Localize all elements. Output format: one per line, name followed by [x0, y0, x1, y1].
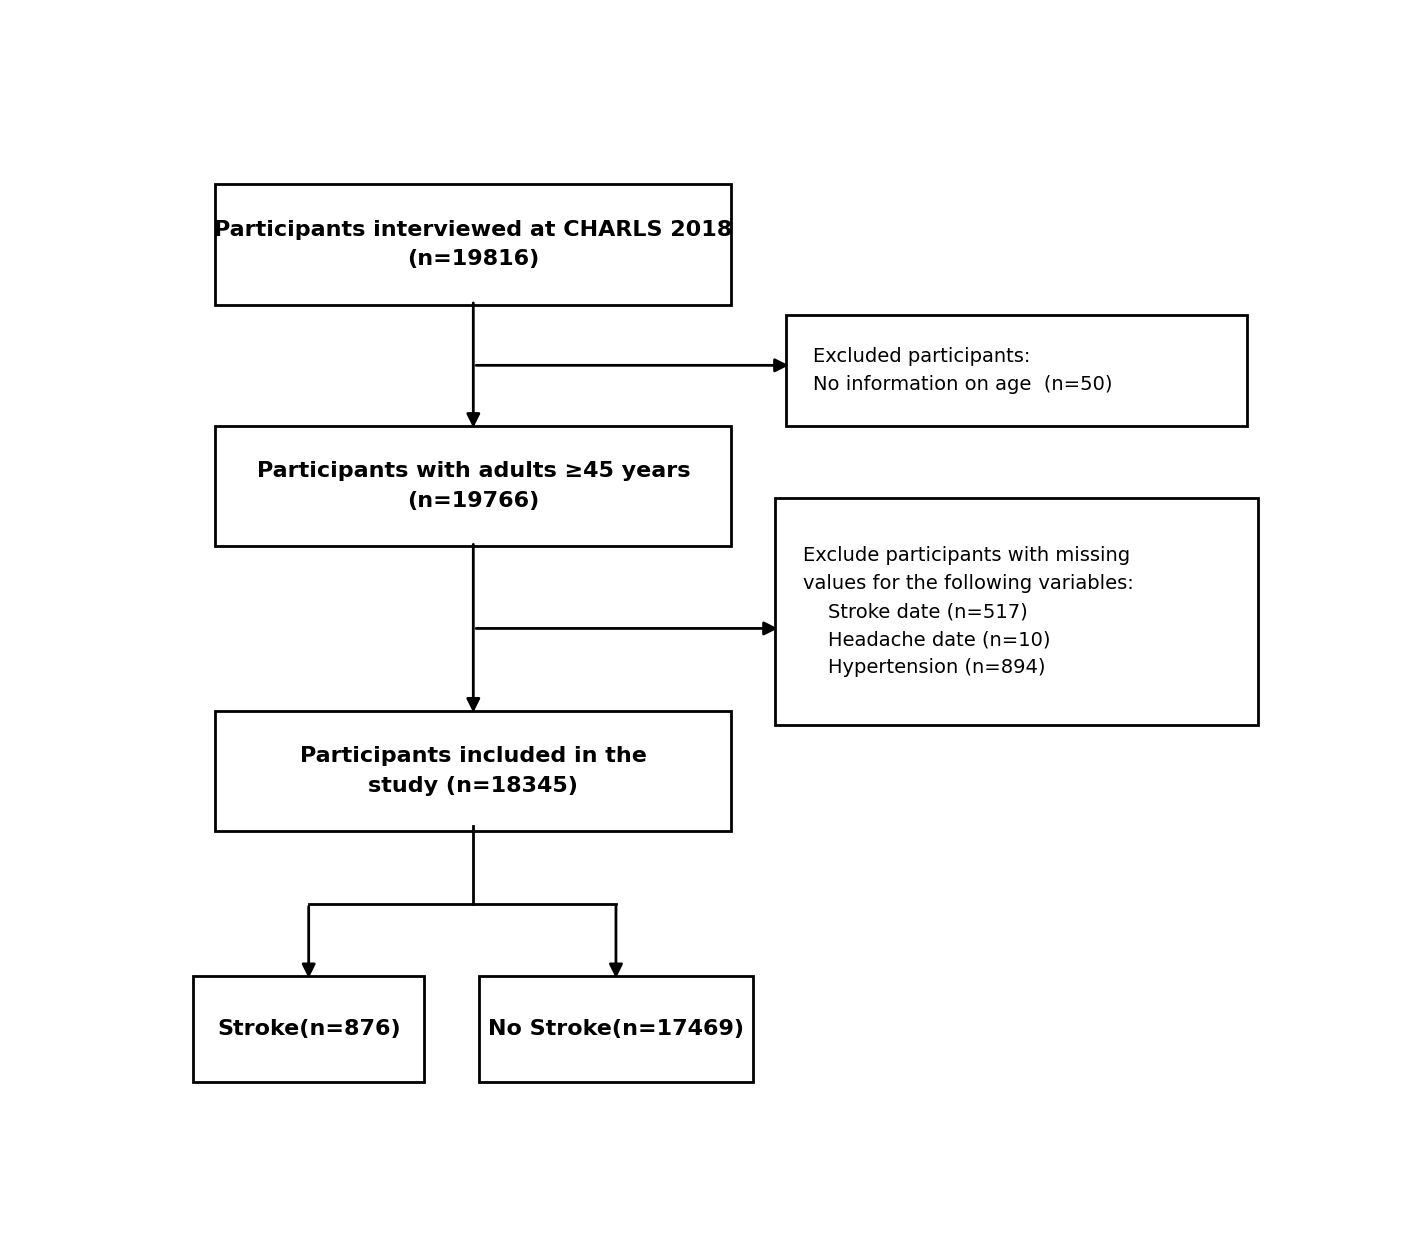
Text: Participants interviewed at CHARLS 2018
(n=19816): Participants interviewed at CHARLS 2018 …: [214, 219, 732, 270]
FancyBboxPatch shape: [786, 315, 1247, 425]
Text: Participants with adults ≥45 years
(n=19766): Participants with adults ≥45 years (n=19…: [256, 461, 690, 510]
FancyBboxPatch shape: [215, 425, 731, 547]
FancyBboxPatch shape: [215, 711, 731, 831]
Text: Excluded participants:
No information on age  (n=50): Excluded participants: No information on…: [813, 346, 1113, 394]
Text: No Stroke(n=17469): No Stroke(n=17469): [489, 1020, 743, 1040]
Text: Stroke(n=876): Stroke(n=876): [217, 1020, 401, 1040]
FancyBboxPatch shape: [479, 976, 753, 1082]
FancyBboxPatch shape: [194, 976, 423, 1082]
Text: Exclude participants with missing
values for the following variables:
    Stroke: Exclude participants with missing values…: [803, 545, 1133, 677]
FancyBboxPatch shape: [775, 498, 1257, 725]
Text: Participants included in the
study (n=18345): Participants included in the study (n=18…: [300, 746, 647, 796]
FancyBboxPatch shape: [215, 184, 731, 305]
